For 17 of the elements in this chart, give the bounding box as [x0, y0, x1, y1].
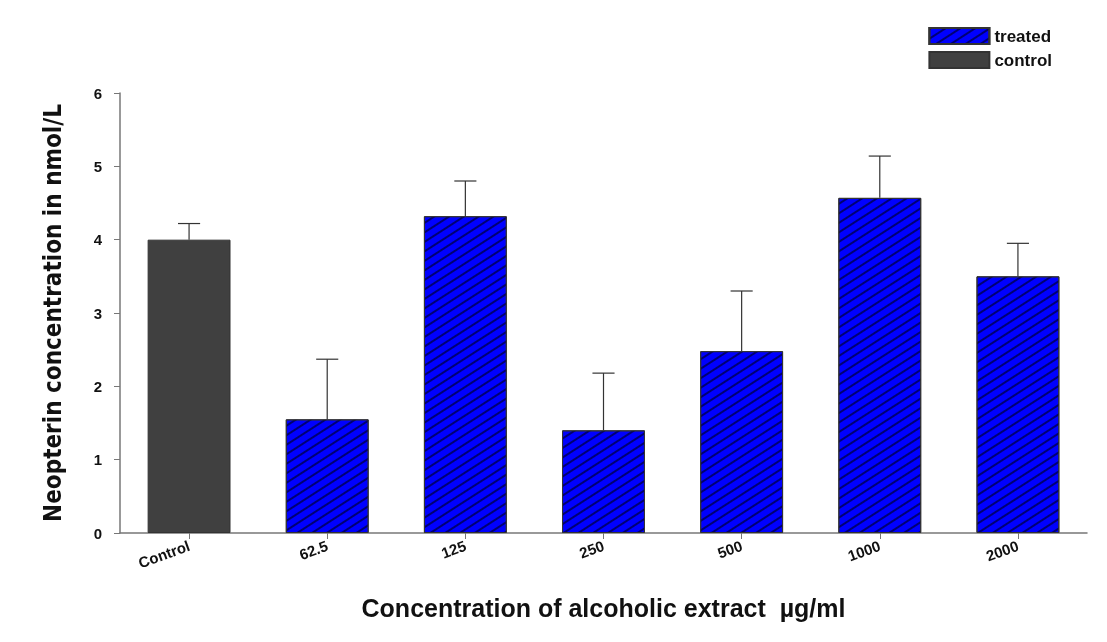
y-tick-label: 5	[93, 157, 102, 175]
x-axis-title: Concentration of alcoholic extract µg/ml	[361, 593, 846, 622]
legend-label: control	[994, 50, 1052, 70]
x-tick-label: 500	[715, 537, 745, 562]
y-tick-label: 0	[93, 524, 102, 542]
y-tick-label: 3	[93, 304, 102, 322]
x-tick-label: 62.5	[296, 537, 331, 563]
y-tick-label: 2	[93, 377, 102, 395]
x-tick-label: 250	[577, 537, 607, 562]
x-tick-label: 2000	[983, 537, 1021, 565]
x-tick-label: 1000	[845, 537, 883, 565]
y-axis-title: Neopterin concentration in nmol/L	[39, 103, 67, 522]
y-tick-label: 1	[93, 451, 102, 469]
legend-label: treated	[994, 26, 1052, 46]
y-tick-label: 6	[93, 84, 102, 102]
y-tick-label: 4	[93, 231, 103, 249]
x-tick-label: 125	[438, 537, 469, 562]
